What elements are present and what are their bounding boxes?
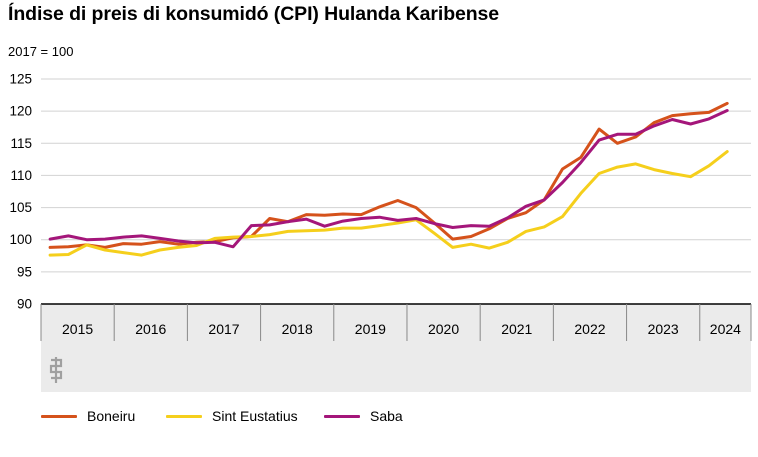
legend-swatch	[166, 414, 202, 418]
y-tick-label: 105	[9, 200, 32, 215]
x-tick-label-2019: 2019	[355, 321, 386, 337]
series-line-sint-eustatius	[48, 150, 729, 257]
y-tick-label: 120	[9, 104, 32, 119]
x-tick-labels: 2015 2016 2017 2018 2019 2020 2021 2022 2023 2024	[40, 304, 752, 341]
y-tick-label: 95	[17, 264, 32, 279]
x-tick-label-2023: 2023	[648, 321, 679, 337]
y-tick-labels: 90 95 100 105 110 115 120 125	[9, 72, 32, 312]
y-tick-label: 90	[17, 297, 32, 312]
series-line-boneiru	[48, 101, 729, 249]
legend-label: Boneiru	[87, 408, 136, 424]
series-lines	[48, 101, 729, 257]
x-axis-band	[41, 304, 751, 392]
x-tick-label-2017: 2017	[208, 321, 239, 337]
legend-swatch	[324, 414, 360, 418]
legend-item: Saba	[324, 408, 403, 424]
y-tick-label: 110	[10, 168, 32, 183]
legend-item: Boneiru	[41, 408, 135, 424]
legend-swatch	[41, 414, 77, 418]
y-tick-label: 115	[10, 136, 32, 151]
legend-label: Saba	[370, 408, 403, 424]
legend-label: Sint Eustatius	[212, 408, 298, 424]
chart-title: Índise di preis di konsumidó (CPI) Hulan…	[8, 3, 500, 25]
x-tick-label-2020: 2020	[428, 321, 459, 337]
x-tick-label-2018: 2018	[282, 321, 313, 337]
y-axis-unit-label: 2017 = 100	[8, 44, 74, 59]
x-tick-label-2021: 2021	[501, 321, 532, 337]
y-tick-label: 125	[9, 72, 32, 87]
x-tick-label-2015: 2015	[62, 321, 93, 337]
y-tick-label: 100	[9, 232, 32, 247]
x-tick-label-2024: 2024	[710, 321, 741, 337]
legend-item: Sint Eustatius	[166, 408, 298, 424]
x-tick-label-2022: 2022	[574, 321, 605, 337]
cbs-logo-icon	[49, 357, 63, 383]
x-tick-label-2016: 2016	[135, 321, 166, 337]
series-line-saba	[48, 109, 729, 249]
